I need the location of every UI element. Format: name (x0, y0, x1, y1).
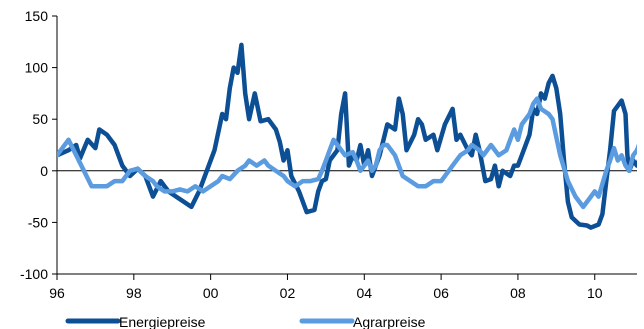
legend: Energiepreise Agrarpreise (65, 314, 426, 329)
y-tick-label: 50 (32, 111, 48, 127)
x-tick-label: 10 (587, 285, 603, 301)
series-lines (57, 42, 637, 230)
y-tick-label: -50 (28, 214, 48, 230)
y-tick-label: 100 (25, 60, 49, 76)
series-line-agrarpreise (57, 96, 637, 210)
x-tick-label: 00 (203, 285, 219, 301)
legend-label-energiepreise: Energiepreise (119, 314, 206, 329)
axes (52, 15, 637, 280)
y-tick-label: 0 (40, 163, 48, 179)
legend-label-agrarpreise: Agrarpreise (353, 314, 426, 329)
x-tick-label: 96 (49, 285, 65, 301)
x-tick-labels: 96 98 00 02 04 06 08 10 (49, 285, 603, 301)
x-tick-label: 06 (433, 285, 449, 301)
x-tick-label: 04 (356, 285, 372, 301)
y-tick-labels: -100 -50 0 50 100 150 (20, 8, 48, 282)
y-tick-label: -100 (20, 266, 48, 282)
y-tick-label: 150 (25, 8, 49, 24)
x-tick-label: 08 (510, 285, 526, 301)
x-tick-label: 98 (126, 285, 142, 301)
x-tick-label: 02 (280, 285, 296, 301)
